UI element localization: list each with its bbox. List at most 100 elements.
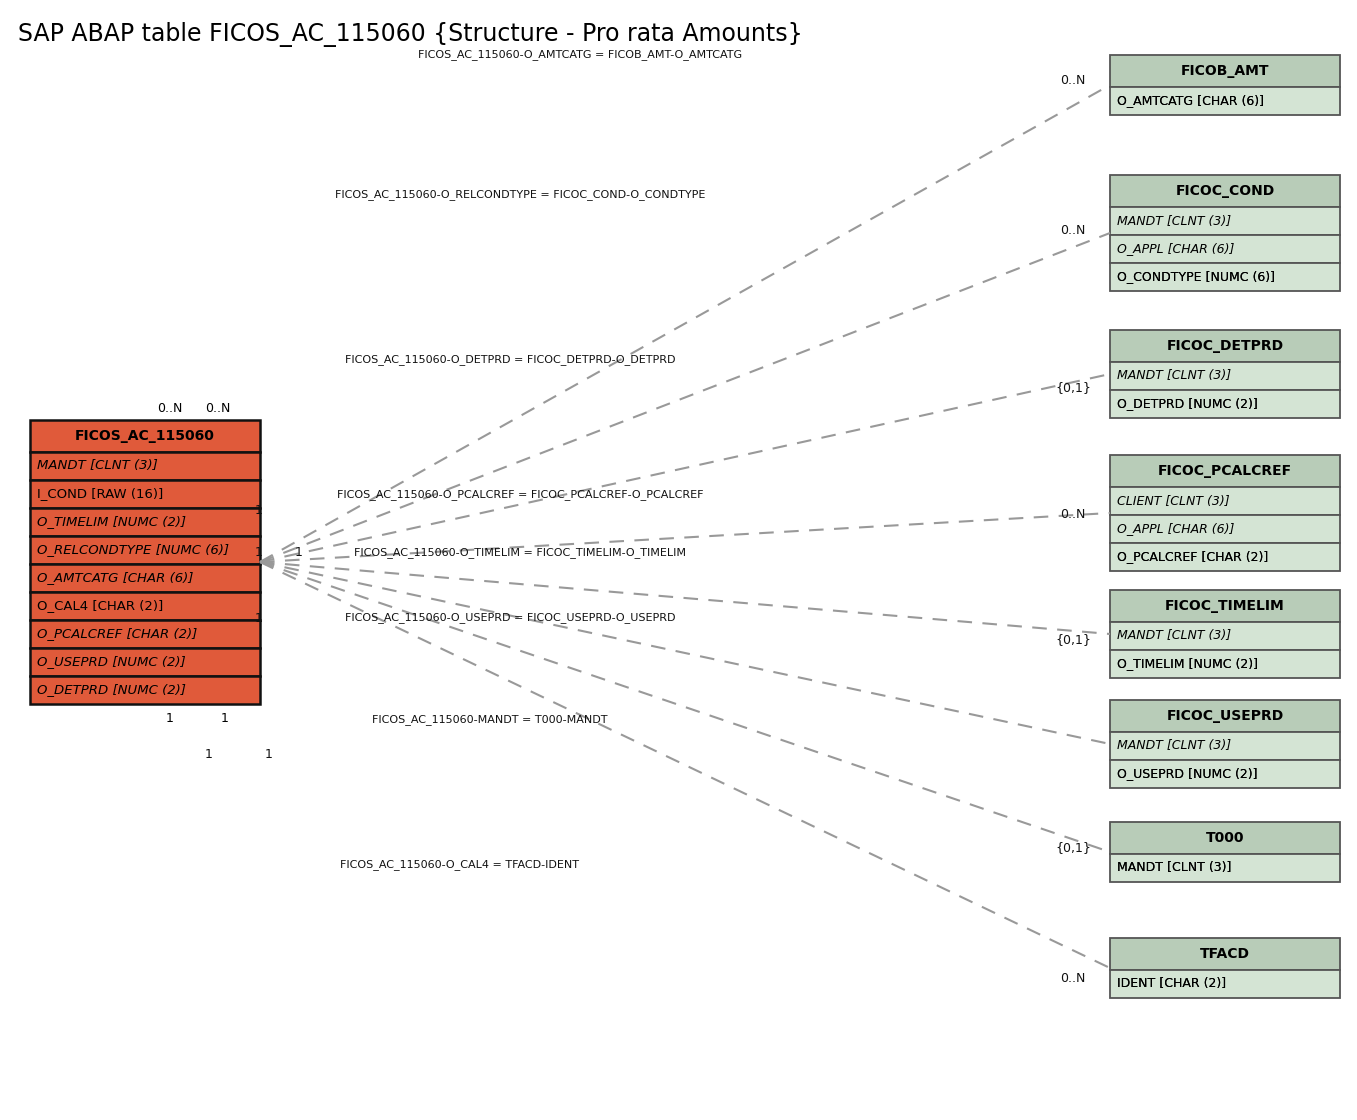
Text: 0..N: 0..N: [157, 402, 183, 416]
Text: FICOC_COND: FICOC_COND: [1175, 184, 1274, 198]
Text: O_PCALCREF [CHAR (2)]: O_PCALCREF [CHAR (2)]: [37, 627, 197, 641]
Text: FICOC_TIMELIM: FICOC_TIMELIM: [1166, 599, 1285, 613]
FancyBboxPatch shape: [1110, 515, 1339, 543]
FancyBboxPatch shape: [30, 564, 261, 592]
Text: 0..N: 0..N: [1060, 971, 1086, 984]
FancyBboxPatch shape: [1110, 235, 1339, 263]
Text: FICOC_PCALCREF: FICOC_PCALCREF: [1158, 464, 1292, 478]
Text: 1: 1: [255, 612, 263, 625]
FancyBboxPatch shape: [1110, 390, 1339, 418]
FancyBboxPatch shape: [1110, 590, 1339, 622]
Text: O_USEPRD [NUMC (2)]: O_USEPRD [NUMC (2)]: [1117, 767, 1258, 781]
Text: O_CAL4 [CHAR (2)]: O_CAL4 [CHAR (2)]: [37, 599, 163, 613]
Text: FICOS_AC_115060-O_DETPRD = FICOC_DETPRD-O_DETPRD: FICOS_AC_115060-O_DETPRD = FICOC_DETPRD-…: [345, 355, 676, 365]
Text: MANDT [CLNT (3)]: MANDT [CLNT (3)]: [1117, 629, 1231, 643]
Text: FICOS_AC_115060: FICOS_AC_115060: [75, 429, 214, 444]
Text: 1: 1: [205, 748, 213, 762]
Text: SAP ABAP table FICOS_AC_115060 {Structure - Pro rata Amounts}: SAP ABAP table FICOS_AC_115060 {Structur…: [18, 22, 803, 47]
FancyBboxPatch shape: [30, 648, 261, 676]
FancyBboxPatch shape: [1110, 175, 1339, 207]
FancyBboxPatch shape: [1110, 207, 1339, 235]
FancyBboxPatch shape: [1110, 700, 1339, 732]
FancyBboxPatch shape: [1110, 487, 1339, 515]
Text: O_CONDTYPE [NUMC (6)]: O_CONDTYPE [NUMC (6)]: [1117, 271, 1276, 283]
FancyBboxPatch shape: [1110, 330, 1339, 362]
FancyBboxPatch shape: [30, 592, 261, 620]
Text: FICOC_USEPRD: FICOC_USEPRD: [1167, 709, 1284, 724]
FancyBboxPatch shape: [1110, 822, 1339, 853]
FancyBboxPatch shape: [1110, 622, 1339, 650]
FancyBboxPatch shape: [1110, 970, 1339, 998]
Text: I_COND [RAW (16)]: I_COND [RAW (16)]: [37, 487, 163, 501]
Text: FICOB_AMT: FICOB_AMT: [1181, 64, 1269, 78]
Text: {0,1}: {0,1}: [1054, 841, 1091, 855]
Text: O_APPL [CHAR (6)]: O_APPL [CHAR (6)]: [1117, 523, 1235, 535]
FancyBboxPatch shape: [1110, 362, 1339, 390]
FancyBboxPatch shape: [30, 420, 261, 452]
Text: FICOS_AC_115060-O_USEPRD = FICOC_USEPRD-O_USEPRD: FICOS_AC_115060-O_USEPRD = FICOC_USEPRD-…: [345, 613, 676, 624]
Text: MANDT [CLNT (3)]: MANDT [CLNT (3)]: [37, 459, 157, 473]
Text: 0..N: 0..N: [1060, 224, 1086, 236]
FancyBboxPatch shape: [1110, 853, 1339, 883]
Text: O_PCALCREF [CHAR (2)]: O_PCALCREF [CHAR (2)]: [1117, 551, 1269, 563]
Text: O_DETPRD [NUMC (2)]: O_DETPRD [NUMC (2)]: [1117, 398, 1258, 411]
Text: O_PCALCREF [CHAR (2)]: O_PCALCREF [CHAR (2)]: [1117, 551, 1269, 563]
Text: O_AMTCATG [CHAR (6)]: O_AMTCATG [CHAR (6)]: [1117, 94, 1263, 108]
Text: O_CONDTYPE [NUMC (6)]: O_CONDTYPE [NUMC (6)]: [1117, 271, 1276, 283]
Text: MANDT [CLNT (3)]: MANDT [CLNT (3)]: [1117, 370, 1231, 383]
Text: MANDT [CLNT (3)]: MANDT [CLNT (3)]: [1117, 861, 1231, 875]
FancyBboxPatch shape: [30, 536, 261, 564]
Text: IDENT [CHAR (2)]: IDENT [CHAR (2)]: [1117, 978, 1227, 990]
Text: {0,1}: {0,1}: [1054, 634, 1091, 646]
FancyBboxPatch shape: [30, 452, 261, 480]
FancyBboxPatch shape: [1110, 543, 1339, 571]
Text: FICOS_AC_115060-O_TIMELIM = FICOC_TIMELIM-O_TIMELIM: FICOS_AC_115060-O_TIMELIM = FICOC_TIMELI…: [354, 548, 687, 559]
Text: FICOS_AC_115060-O_RELCONDTYPE = FICOC_COND-O_CONDTYPE: FICOS_AC_115060-O_RELCONDTYPE = FICOC_CO…: [335, 189, 706, 200]
Text: O_TIMELIM [NUMC (2)]: O_TIMELIM [NUMC (2)]: [1117, 657, 1258, 671]
FancyBboxPatch shape: [1110, 263, 1339, 291]
Text: 1: 1: [255, 504, 263, 516]
Text: {0,1}: {0,1}: [1054, 382, 1091, 394]
Text: 0..N: 0..N: [205, 402, 231, 416]
FancyBboxPatch shape: [30, 480, 261, 508]
Text: 1: 1: [265, 748, 273, 762]
Text: O_DETPRD [NUMC (2)]: O_DETPRD [NUMC (2)]: [1117, 398, 1258, 411]
FancyBboxPatch shape: [1110, 650, 1339, 678]
Text: IDENT [CHAR (2)]: IDENT [CHAR (2)]: [1117, 978, 1227, 990]
Text: TFACD: TFACD: [1200, 948, 1250, 961]
Text: MANDT [CLNT (3)]: MANDT [CLNT (3)]: [1117, 739, 1231, 753]
Text: FICOS_AC_115060-O_CAL4 = TFACD-IDENT: FICOS_AC_115060-O_CAL4 = TFACD-IDENT: [341, 859, 579, 870]
Text: O_USEPRD [NUMC (2)]: O_USEPRD [NUMC (2)]: [1117, 767, 1258, 781]
Text: O_APPL [CHAR (6)]: O_APPL [CHAR (6)]: [1117, 243, 1235, 255]
Text: T000: T000: [1206, 831, 1244, 844]
Text: 1: 1: [294, 547, 303, 560]
Text: FICOS_AC_115060-O_AMTCATG = FICOB_AMT-O_AMTCATG: FICOS_AC_115060-O_AMTCATG = FICOB_AMT-O_…: [418, 49, 742, 60]
FancyBboxPatch shape: [1110, 760, 1339, 788]
FancyBboxPatch shape: [30, 676, 261, 704]
Text: 1: 1: [166, 712, 174, 725]
Text: O_RELCONDTYPE [NUMC (6)]: O_RELCONDTYPE [NUMC (6)]: [37, 543, 229, 557]
FancyBboxPatch shape: [1110, 87, 1339, 115]
Text: FICOC_DETPRD: FICOC_DETPRD: [1167, 339, 1284, 353]
FancyBboxPatch shape: [1110, 55, 1339, 87]
Text: 1: 1: [255, 547, 263, 560]
Text: O_AMTCATG [CHAR (6)]: O_AMTCATG [CHAR (6)]: [1117, 94, 1263, 108]
Text: MANDT [CLNT (3)]: MANDT [CLNT (3)]: [1117, 861, 1231, 875]
Text: FICOS_AC_115060-O_PCALCREF = FICOC_PCALCREF-O_PCALCREF: FICOS_AC_115060-O_PCALCREF = FICOC_PCALC…: [337, 489, 703, 501]
Text: O_AMTCATG [CHAR (6)]: O_AMTCATG [CHAR (6)]: [37, 571, 194, 585]
Text: O_TIMELIM [NUMC (2)]: O_TIMELIM [NUMC (2)]: [1117, 657, 1258, 671]
Text: O_USEPRD [NUMC (2)]: O_USEPRD [NUMC (2)]: [37, 655, 186, 669]
Text: FICOS_AC_115060-MANDT = T000-MANDT: FICOS_AC_115060-MANDT = T000-MANDT: [372, 715, 608, 726]
Text: 0..N: 0..N: [1060, 508, 1086, 522]
Text: O_DETPRD [NUMC (2)]: O_DETPRD [NUMC (2)]: [37, 683, 186, 697]
FancyBboxPatch shape: [1110, 732, 1339, 760]
FancyBboxPatch shape: [30, 620, 261, 648]
Text: 0..N: 0..N: [1060, 74, 1086, 86]
FancyBboxPatch shape: [1110, 455, 1339, 487]
Text: O_TIMELIM [NUMC (2)]: O_TIMELIM [NUMC (2)]: [37, 515, 186, 529]
FancyBboxPatch shape: [30, 508, 261, 536]
FancyBboxPatch shape: [1110, 939, 1339, 970]
Text: 1: 1: [221, 712, 229, 725]
Text: CLIENT [CLNT (3)]: CLIENT [CLNT (3)]: [1117, 495, 1229, 507]
Text: MANDT [CLNT (3)]: MANDT [CLNT (3)]: [1117, 215, 1231, 227]
